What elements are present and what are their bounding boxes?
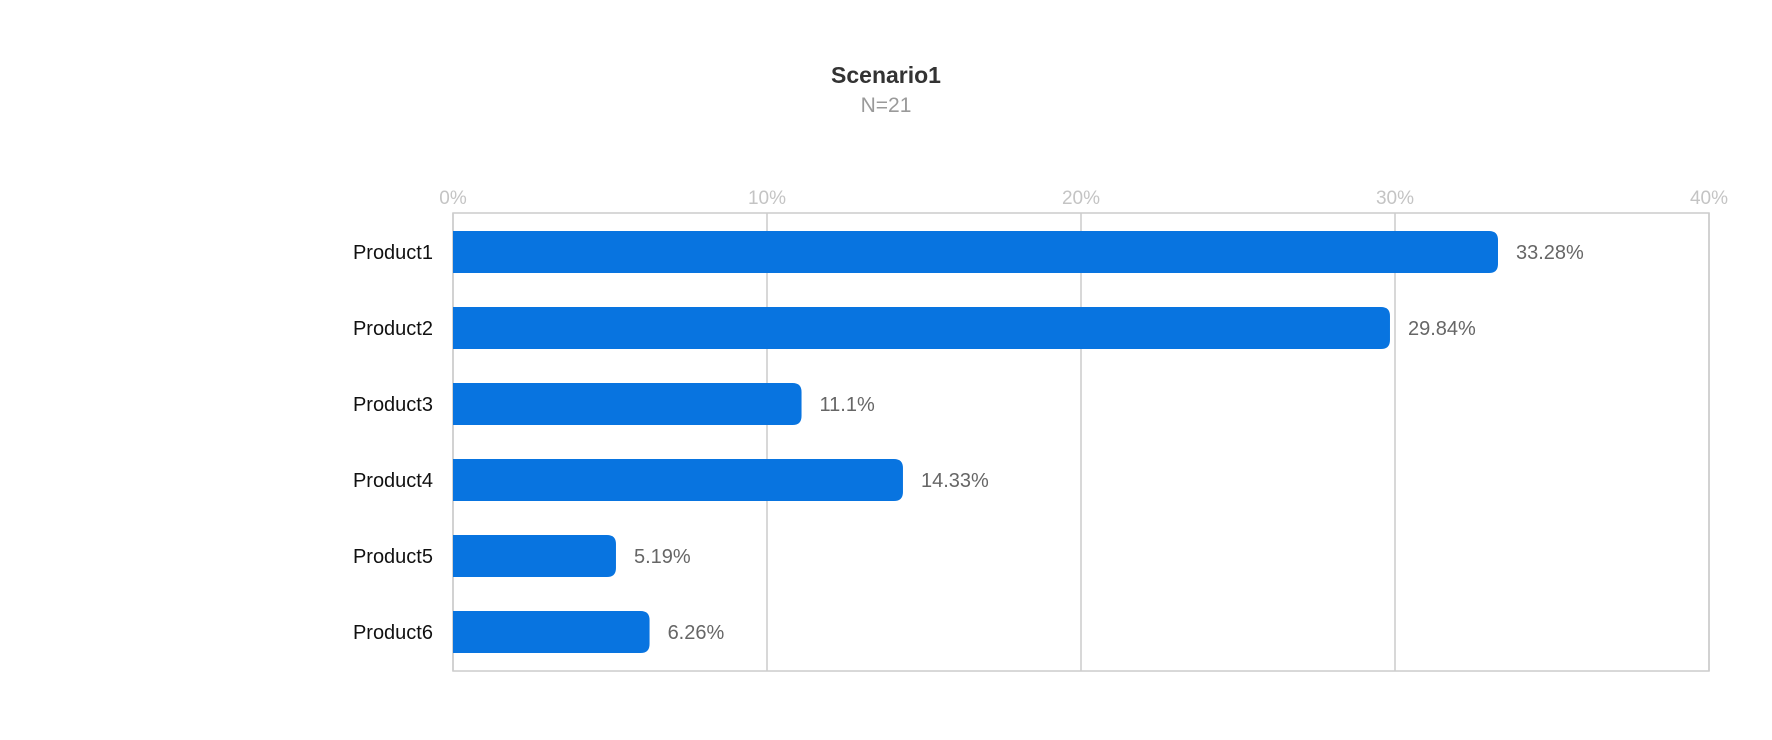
bar-product2 xyxy=(453,307,1390,349)
value-label: 29.84% xyxy=(1408,318,1476,340)
x-axis-ticks: 0% 10% 20% 30% 40% xyxy=(439,188,1728,209)
value-label: 11.1% xyxy=(820,394,875,416)
chart-title: Scenario1 xyxy=(831,62,941,88)
bar-product3 xyxy=(453,383,802,425)
category-labels: Product1 Product2 Product3 Product4 Product5… xyxy=(353,242,433,644)
category-label: Product3 xyxy=(353,394,433,416)
bars xyxy=(453,231,1498,653)
grid-layer xyxy=(452,212,1710,672)
bar-product6 xyxy=(453,611,650,653)
category-label: Product5 xyxy=(353,546,433,568)
x-tick-label: 10% xyxy=(748,188,786,209)
x-tick-label: 0% xyxy=(439,188,467,209)
bar-product4 xyxy=(453,459,903,501)
value-label: 5.19% xyxy=(634,546,691,568)
value-labels: 33.28% 29.84% 11.1% 14.33% 5.19% 6.26% xyxy=(634,242,1584,644)
x-tick-label: 20% xyxy=(1062,188,1100,209)
category-label: Product4 xyxy=(353,470,433,492)
chart-subtitle: N=21 xyxy=(861,94,912,117)
x-tick-label: 40% xyxy=(1690,188,1728,209)
x-tick-label: 30% xyxy=(1376,188,1414,209)
value-label: 6.26% xyxy=(668,622,725,644)
category-label: Product1 xyxy=(353,242,433,264)
bar-product1 xyxy=(453,231,1498,273)
category-label: Product6 xyxy=(353,622,433,644)
category-label: Product2 xyxy=(353,318,433,340)
value-label: 14.33% xyxy=(921,470,989,492)
bar-product5 xyxy=(453,535,616,577)
value-label: 33.28% xyxy=(1516,242,1584,264)
